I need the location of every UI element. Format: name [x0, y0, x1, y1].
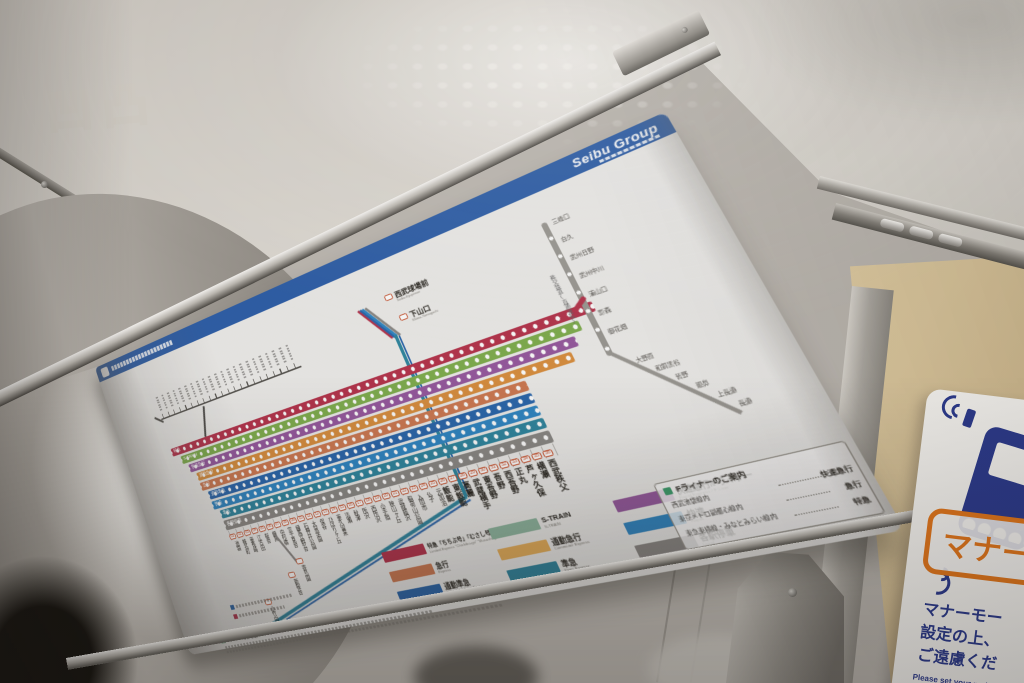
subway-station-label	[184, 385, 192, 402]
hinge-knuckle	[879, 217, 905, 233]
screw-icon	[788, 588, 797, 597]
station-label: 白久	[560, 233, 575, 244]
subway-station-label	[278, 347, 287, 365]
fliner-title: Fライナーのご案内	[674, 471, 748, 494]
station-label: 武州中川	[578, 265, 606, 280]
badge-text-top: マナー	[939, 528, 1024, 573]
subway-station-label	[264, 352, 274, 370]
station-label: 浦山口	[588, 286, 609, 299]
railway-logo-icon	[100, 365, 110, 378]
subway-station-label	[201, 378, 210, 395]
sayama-branch-line	[359, 309, 396, 339]
legend-swatch	[388, 563, 436, 583]
blurred-object	[414, 646, 538, 683]
subway-station-label	[232, 365, 241, 383]
fliner-row-leader	[778, 475, 822, 486]
fliner-row-line: 西武池袋線内	[670, 495, 712, 510]
ceiling-emboss-text: 凹凸	[43, 76, 162, 140]
fliner-row-type: 特急	[852, 496, 873, 507]
fliner-box: Fライナーのご案内 西武池袋線内 快速急行 東京メトロ副都心線内 急行 東急東横線・みなと…	[652, 440, 887, 551]
subway-station-label	[258, 355, 267, 373]
subway-station-label	[166, 392, 174, 408]
station-label: 長瀞	[737, 398, 755, 408]
fliner-icon	[662, 486, 674, 496]
hinge-knuckle	[908, 225, 934, 241]
station-label: 親鼻	[695, 380, 711, 390]
fliner-row-leader	[794, 506, 839, 516]
subway-station-label	[195, 380, 204, 397]
note-chip	[229, 604, 236, 611]
station-label: 和銅黒谷	[654, 359, 682, 373]
fliner-row-leader	[786, 490, 831, 501]
station-badge	[398, 312, 409, 322]
station-label: 大野原	[635, 353, 656, 365]
station-badge	[383, 293, 394, 302]
subway-station-label	[189, 382, 198, 399]
fliner-row-type: 急行	[843, 481, 864, 492]
subway-station-label	[271, 350, 281, 367]
route-bar-label: 特急	[173, 447, 182, 454]
legend-swatch	[496, 539, 552, 561]
trunk-connector	[202, 406, 207, 437]
station-label: 武州日野	[569, 247, 596, 262]
station-label: 三峰口	[551, 213, 571, 226]
route-bar-label: 準急	[222, 509, 232, 516]
subway-station-label	[213, 373, 222, 390]
screw-icon	[680, 25, 689, 34]
subway-station-label	[238, 363, 247, 380]
fliner-row-type: 快速急行	[819, 465, 856, 479]
screw-icon	[41, 181, 48, 188]
subway-station-label	[207, 375, 216, 392]
subway-station-label	[285, 344, 294, 362]
note-text	[238, 605, 286, 618]
legend-sublabel: Express	[437, 567, 452, 575]
route-bar-label: 急行	[202, 481, 211, 489]
route-bar-label: 快速	[214, 500, 223, 507]
station-label: 影森	[597, 307, 613, 317]
subway-station-label	[220, 370, 228, 388]
station-label: 皆野	[674, 371, 690, 381]
subway-station-label	[161, 394, 169, 411]
sayama-branch-line	[361, 308, 398, 338]
subway-station-label	[226, 368, 235, 385]
subway-station-label	[172, 389, 180, 406]
station-label: 上長瀞	[716, 387, 739, 399]
subway-station-label	[245, 360, 254, 378]
subway-station-label	[178, 387, 186, 404]
phone-screen	[987, 441, 1024, 487]
note-chip	[233, 613, 239, 620]
station-label: 御花畑	[607, 324, 629, 336]
hinge-knuckle	[937, 232, 964, 248]
subway-station-label	[251, 358, 260, 375]
